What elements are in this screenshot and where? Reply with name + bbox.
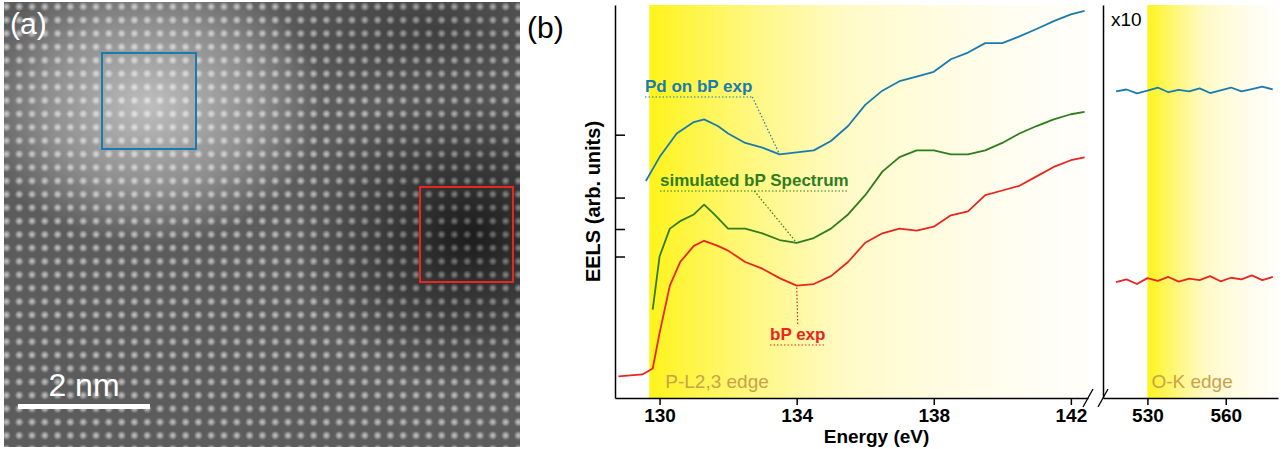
tick-label: 530	[1132, 405, 1164, 426]
roi-box	[420, 187, 513, 282]
panel-label: (b)	[527, 11, 564, 44]
tick-label: 142	[1056, 405, 1088, 426]
micrograph	[4, 2, 520, 447]
figure: 2 nm (a) 130 134 138 142 (b) EELS (arb. units) E…	[0, 0, 1285, 449]
axis-line	[616, 398, 1089, 400]
series-lines	[618, 11, 1084, 376]
tick-mark	[659, 398, 661, 405]
panel-label: (a)	[10, 7, 47, 40]
tick	[615, 198, 625, 199]
axis-line	[1103, 6, 1105, 399]
axis-line	[1104, 398, 1279, 400]
series-line	[618, 157, 1084, 376]
tick-label: 560	[1210, 405, 1242, 426]
tick-label: 138	[918, 405, 950, 426]
tick-label: 134	[781, 405, 813, 426]
tick: 138	[918, 398, 950, 426]
scale-bar-label: 2 nm	[48, 367, 119, 403]
tick-mark	[1226, 398, 1228, 405]
lattice	[4, 2, 520, 447]
x-axis: 530 560	[1104, 398, 1279, 426]
series-label: Pd on bP exp	[645, 77, 752, 96]
axis-break	[1083, 389, 1093, 407]
tick-mark	[1071, 398, 1073, 405]
axis-line	[615, 6, 617, 399]
panel-a: 2 nm (a)	[0, 0, 645, 447]
lattice	[4, 2, 520, 447]
y-axis	[615, 6, 625, 399]
plot-panel: 530 560	[1104, 5, 1279, 426]
series-line	[1116, 275, 1273, 284]
edge-highlight	[649, 5, 1088, 398]
label-underline	[645, 96, 752, 97]
axis-break	[1098, 389, 1108, 407]
y-axis-title: EELS (arb. units)	[582, 121, 604, 282]
tick	[615, 257, 625, 258]
tick-label: 130	[644, 405, 676, 426]
tick-mark	[615, 197, 625, 199]
edge-label: O-K edge	[1151, 371, 1232, 392]
y-axis	[1103, 6, 1104, 399]
x-axis: 130 134 138 142	[616, 398, 1089, 426]
roi-box	[102, 53, 196, 149]
tick-mark	[615, 256, 625, 258]
series-lines	[1116, 87, 1273, 284]
tick: 142	[1056, 398, 1088, 426]
leader-line	[752, 97, 779, 154]
series-line	[646, 11, 1085, 181]
tick: 134	[781, 398, 813, 426]
tick-mark	[615, 229, 625, 231]
tick	[615, 229, 625, 230]
tick-mark	[615, 134, 625, 136]
label-underline	[770, 344, 825, 345]
leader-line	[754, 191, 796, 243]
edge-highlight	[1147, 5, 1278, 398]
leader-line	[797, 286, 798, 324]
tick: 560	[1210, 398, 1242, 426]
series-label: simulated bP Spectrum	[660, 171, 849, 190]
scale-factor-label: x10	[1111, 9, 1142, 30]
series-line	[1116, 87, 1273, 94]
figure-svg: 2 nm (a) 130 134 138 142 (b) EELS (arb. units) E…	[0, 0, 1285, 449]
edge-label: P-L2,3 edge	[665, 371, 769, 392]
tick-mark	[796, 398, 798, 405]
tick: 530	[1132, 398, 1164, 426]
series-line	[653, 112, 1085, 310]
tick-mark	[1147, 398, 1149, 405]
series-label: bP exp	[770, 325, 825, 344]
tick-mark	[934, 398, 936, 405]
tick: 130	[644, 398, 676, 426]
tick	[615, 135, 625, 136]
x-axis-title: Energy (eV)	[824, 426, 930, 447]
plot-panel: 130 134 138 142	[615, 5, 1089, 426]
scale-bar	[18, 404, 150, 409]
image-background	[4, 2, 520, 447]
